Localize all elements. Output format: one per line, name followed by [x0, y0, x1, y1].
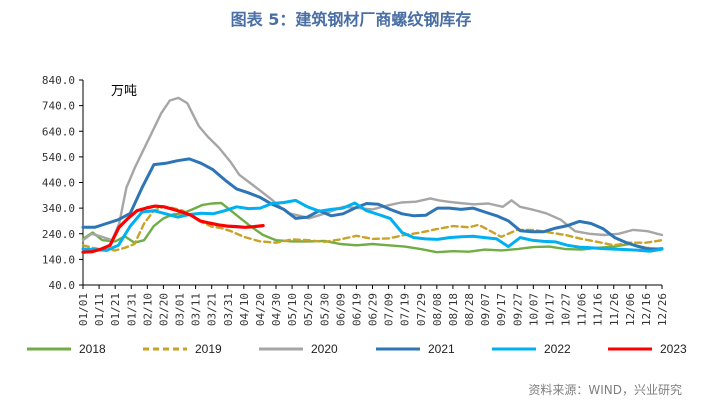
x-tick-label: 01/11	[93, 293, 106, 326]
series-line-2020	[81, 96, 664, 242]
x-tick-label: 05/20	[302, 293, 315, 326]
axes: 840.0 740.0 640.0 540.0 440.0 340.0 240.0 140.0…	[42, 74, 669, 326]
unit-label: 万吨	[111, 84, 137, 99]
x-tick-label: 03/01	[174, 293, 187, 326]
legend-label-2023: 2023	[660, 342, 687, 356]
x-tick-label: 10/17	[543, 293, 556, 326]
x-tick-label: 05/30	[318, 293, 331, 326]
x-tick-label: 07/09	[383, 293, 396, 326]
x-tick-label: 02/10	[141, 293, 154, 326]
x-tick-label: 01/31	[125, 293, 138, 326]
legend-label-2018: 2018	[79, 342, 106, 356]
x-tick-label: 08/08	[431, 293, 444, 326]
x-tick-label: 12/26	[656, 293, 669, 326]
x-tick-label: 06/09	[334, 293, 347, 326]
legend-label-2019: 2019	[195, 342, 222, 356]
x-tick-label: 10/07	[527, 293, 540, 326]
x-tick-label: 04/30	[270, 293, 283, 326]
series-line-2022	[81, 198, 664, 253]
series-group	[81, 96, 664, 254]
y-tick-label: 440.0	[42, 177, 75, 190]
x-tick-label: 01/01	[77, 293, 90, 326]
series-line-2021	[81, 157, 664, 252]
x-tick-label: 11/06	[576, 293, 589, 326]
x-tick-label: 11/16	[592, 293, 605, 326]
x-tick-label: 09/07	[479, 293, 492, 326]
x-tick-label: 12/06	[624, 293, 637, 326]
x-tick-label: 02/20	[157, 293, 170, 326]
y-tick-label: 340.0	[42, 202, 75, 215]
legend-label-2020: 2020	[311, 342, 338, 356]
unit-label-group: 万吨	[111, 84, 137, 99]
chart-title: 图表 5：建筑钢材厂商螺纹钢库存	[230, 10, 472, 29]
y-tick-label: 640.0	[42, 125, 75, 138]
x-tick-label: 07/19	[399, 293, 412, 326]
x-tick-label: 12/16	[640, 293, 653, 326]
y-tick-label: 740.0	[42, 100, 75, 113]
legend: 2018 2019 2020 2021 2022 2023	[27, 342, 687, 356]
legend-label-2022: 2022	[544, 342, 571, 356]
x-tick-label: 03/31	[222, 293, 235, 326]
legend-label-2021: 2021	[428, 342, 455, 356]
y-tick-label: 540.0	[42, 151, 75, 164]
y-tick-label: 840.0	[42, 74, 75, 87]
x-tick-label: 04/20	[254, 293, 267, 326]
y-tick-label: 240.0	[42, 228, 75, 241]
x-tick-label: 10/27	[560, 293, 573, 326]
x-tick-label: 06/29	[367, 293, 380, 326]
x-tick-label: 03/21	[206, 293, 219, 326]
x-tick-label: 09/27	[511, 293, 524, 326]
x-tick-label: 08/18	[447, 293, 460, 326]
x-tick-label: 08/28	[463, 293, 476, 326]
x-tick-label: 06/19	[350, 293, 363, 326]
source-note: 资料来源：WIND，兴业研究	[528, 383, 682, 397]
x-tick-label: 09/17	[495, 293, 508, 326]
y-tick-label: 140.0	[42, 253, 75, 266]
x-tick-label: 07/29	[415, 293, 428, 326]
x-tick-label: 03/11	[190, 293, 203, 326]
x-tick-label: 04/10	[238, 293, 251, 326]
y-tick-label: 40.0	[49, 279, 76, 292]
x-tick-label: 11/26	[608, 293, 621, 326]
x-tick-label: 05/10	[286, 293, 299, 326]
series-line-2023	[81, 204, 265, 254]
x-tick-label: 01/21	[109, 293, 122, 326]
